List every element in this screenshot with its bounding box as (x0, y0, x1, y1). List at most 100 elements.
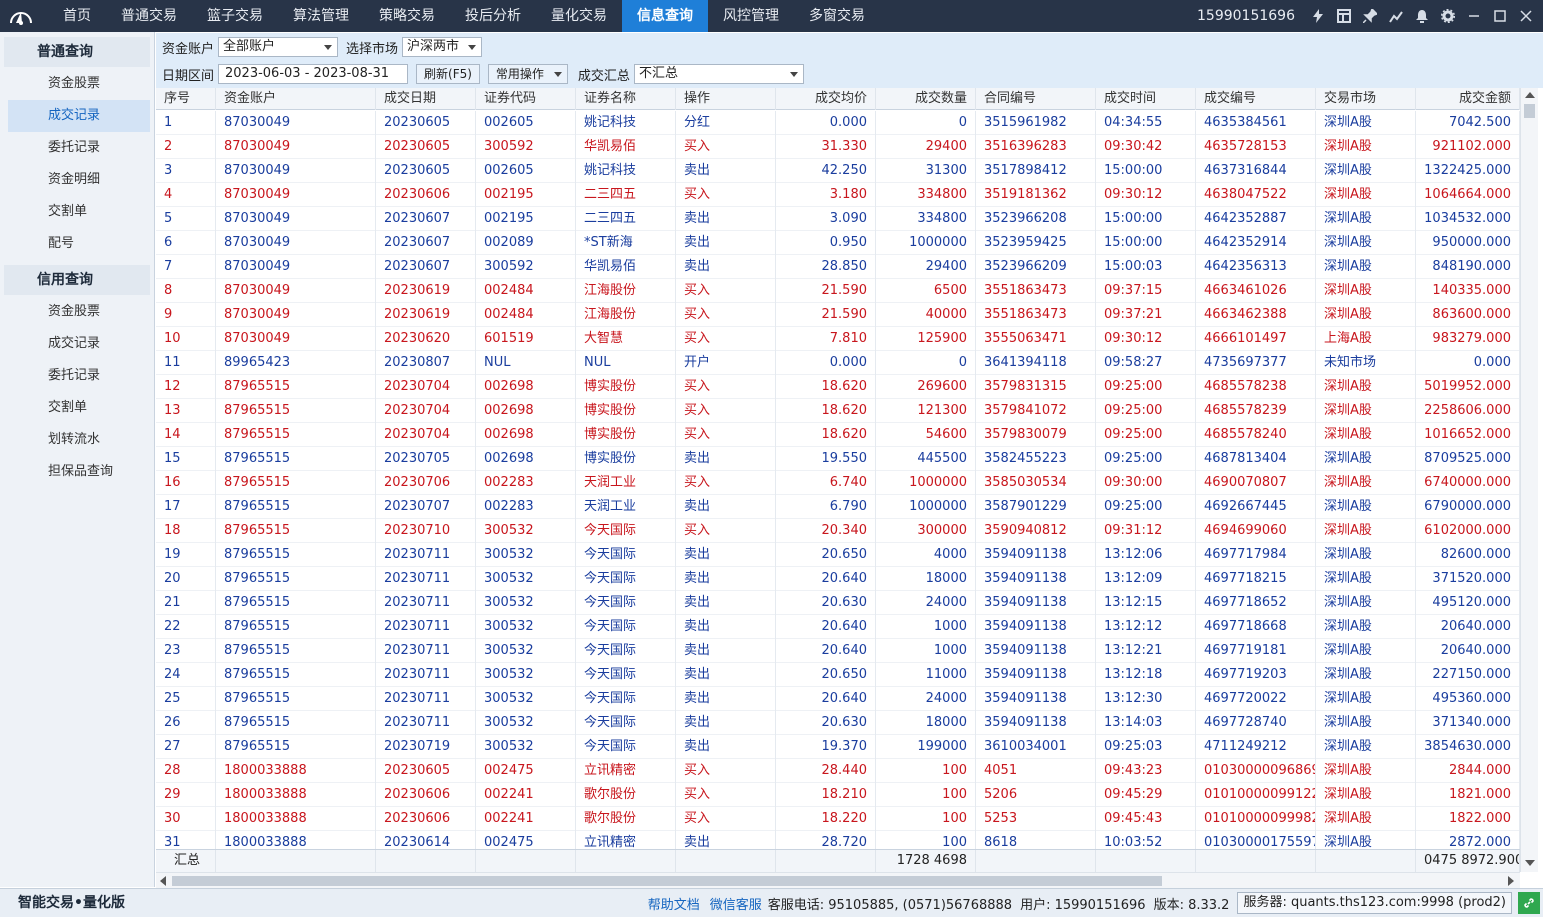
scroll-up-icon[interactable] (1525, 92, 1535, 98)
layout-icon[interactable] (1331, 0, 1357, 32)
common-ops-button[interactable]: 常用操作 (487, 64, 568, 84)
scroll-down-icon[interactable] (1525, 860, 1535, 866)
horizontal-scrollbar[interactable] (156, 872, 1520, 888)
sidebar-item[interactable]: 资金明细 (48, 172, 101, 187)
maximize-icon[interactable] (1487, 0, 1513, 32)
column-header[interactable]: 成交日期 (376, 88, 476, 110)
table-cell: 87965515 (216, 663, 376, 687)
table-cell: 10:03:52 (1096, 831, 1196, 855)
table-row[interactable]: 14 87965515 20230704 002698 博实股份 买入 18.620 5460… (156, 423, 1520, 447)
sidebar-item[interactable]: 委托记录 (48, 140, 101, 155)
nav-item[interactable]: 普通交易 (121, 8, 177, 24)
gear-icon[interactable] (1435, 0, 1461, 32)
nav-item[interactable]: 量化交易 (551, 8, 607, 24)
sidebar-item[interactable]: 配号 (48, 236, 75, 251)
sidebar-item[interactable]: 划转流水 (48, 432, 101, 447)
column-header[interactable]: 证券名称 (576, 88, 676, 110)
horizontal-scroll-thumb[interactable] (172, 876, 1162, 886)
sidebar-group-normal-query[interactable]: 普通查询 (4, 37, 150, 67)
table-row[interactable]: 22 87965515 20230711 300532 今天国际 卖出 20.640 1000… (156, 615, 1520, 639)
sidebar-item[interactable]: 成交记录 (8, 100, 150, 132)
sidebar-group-credit-query[interactable]: 信用查询 (4, 265, 150, 295)
table-row[interactable]: 29 1800033888 20230606 002241 歌尔股份 买入 18.210 10… (156, 783, 1520, 807)
nav-item[interactable]: 信息查询 (622, 0, 708, 32)
vertical-scrollbar[interactable] (1520, 88, 1538, 872)
table-row[interactable]: 3 87030049 20230605 002605 姚记科技 卖出 42.250 31300… (156, 159, 1520, 183)
table-cell: 卖出 (676, 639, 776, 663)
table-row[interactable]: 25 87965515 20230711 300532 今天国际 卖出 20.640 2400… (156, 687, 1520, 711)
table-row[interactable]: 6 87030049 20230607 002089 *ST新海 卖出 0.950 10000… (156, 231, 1520, 255)
scroll-right-icon[interactable] (1508, 876, 1514, 886)
table-row[interactable]: 24 87965515 20230711 300532 今天国际 卖出 20.650 1100… (156, 663, 1520, 687)
nav-item[interactable]: 首页 (63, 8, 91, 24)
sidebar-item[interactable]: 委托记录 (48, 368, 101, 383)
table-row[interactable]: 1 87030049 20230605 002605 姚记科技 分红 0.000 0 35159… (156, 111, 1520, 135)
bell-icon[interactable] (1409, 0, 1435, 32)
nav-item[interactable]: 策略交易 (379, 8, 435, 24)
column-header[interactable]: 成交时间 (1096, 88, 1196, 110)
table-row[interactable]: 2 87030049 20230605 300592 华凯易佰 买入 31.330 29400… (156, 135, 1520, 159)
nav-item[interactable]: 多窗交易 (809, 8, 865, 24)
table-row[interactable]: 8 87030049 20230619 002484 江海股份 买入 21.590 6500 3… (156, 279, 1520, 303)
sidebar-item[interactable]: 资金股票 (48, 76, 101, 91)
market-select[interactable]: 沪深两市 (402, 37, 483, 57)
table-row[interactable]: 23 87965515 20230711 300532 今天国际 卖出 20.640 1000… (156, 639, 1520, 663)
table-row[interactable]: 20 87965515 20230711 300532 今天国际 卖出 20.640 1800… (156, 567, 1520, 591)
table-row[interactable]: 15 87965515 20230705 002698 博实股份 卖出 19.550 4455… (156, 447, 1520, 471)
close-icon[interactable] (1513, 0, 1539, 32)
sidebar-item[interactable]: 交割单 (48, 204, 88, 219)
table-row[interactable]: 27 87965515 20230719 300532 今天国际 卖出 19.370 1990… (156, 735, 1520, 759)
table-row[interactable]: 13 87965515 20230704 002698 博实股份 买入 18.620 1213… (156, 399, 1520, 423)
nav-item[interactable]: 篮子交易 (207, 8, 263, 24)
table-row[interactable]: 12 87965515 20230704 002698 博实股份 买入 18.620 2696… (156, 375, 1520, 399)
nav-item[interactable]: 投后分析 (465, 8, 521, 24)
minimize-icon[interactable] (1461, 0, 1487, 32)
column-header[interactable]: 成交均价 (776, 88, 876, 110)
sidebar-item[interactable]: 担保品查询 (48, 464, 114, 479)
account-select[interactable]: 全部账户 (218, 37, 339, 57)
sidebar-item[interactable]: 交割单 (48, 400, 88, 415)
table-row[interactable]: 10 87030049 20230620 601519 大智慧 买入 7.810 125900… (156, 327, 1520, 351)
column-header[interactable]: 序号 (156, 88, 216, 110)
vertical-scroll-thumb[interactable] (1524, 104, 1535, 118)
table-row[interactable]: 26 87965515 20230711 300532 今天国际 卖出 20.630 1800… (156, 711, 1520, 735)
chevron-down-icon (789, 72, 798, 77)
chart-icon[interactable] (1383, 0, 1409, 32)
wechat-service-link[interactable]: 微信客服 (709, 897, 762, 913)
table-row[interactable]: 5 87030049 20230607 002195 二三四五 卖出 3.090 334800… (156, 207, 1520, 231)
lightning-icon[interactable] (1305, 0, 1331, 32)
table-row[interactable]: 11 89965423 20230807 NUL NUL 开户 0.000 0 36413941… (156, 351, 1520, 375)
table-row[interactable]: 17 87965515 20230707 002283 天润工业 卖出 6.790 10000… (156, 495, 1520, 519)
summary-select[interactable]: 不汇总 (633, 64, 804, 84)
table-row[interactable]: 4 87030049 20230606 002195 二三四五 买入 3.180 334800… (156, 183, 1520, 207)
sidebar-item[interactable]: 成交记录 (48, 336, 101, 351)
nav-item[interactable]: 风控管理 (723, 8, 779, 24)
table-cell: 卖出 (676, 543, 776, 567)
scroll-left-icon[interactable] (160, 876, 166, 886)
column-header[interactable]: 合同编号 (976, 88, 1096, 110)
table-row[interactable]: 9 87030049 20230619 002484 江海股份 买入 21.590 40000… (156, 303, 1520, 327)
nav-item[interactable]: 算法管理 (293, 8, 349, 24)
column-header[interactable]: 成交数量 (876, 88, 976, 110)
date-range-input[interactable]: 2023-06-03 - 2023-08-31 (218, 64, 409, 84)
column-header[interactable]: 成交编号 (1196, 88, 1316, 110)
table-cell: 深圳A股 (1316, 783, 1416, 807)
table-row[interactable]: 30 1800033888 20230606 002241 歌尔股份 买入 18.220 10… (156, 807, 1520, 831)
chevron-down-icon (324, 45, 333, 50)
sidebar-item[interactable]: 资金股票 (48, 304, 101, 319)
table-row[interactable]: 21 87965515 20230711 300532 今天国际 卖出 20.630 2400… (156, 591, 1520, 615)
column-header[interactable]: 证券代码 (476, 88, 576, 110)
pin-icon[interactable] (1357, 0, 1383, 32)
table-row[interactable]: 7 87030049 20230607 300592 华凯易佰 卖出 28.850 29400… (156, 255, 1520, 279)
table-row[interactable]: 18 87965515 20230710 300532 今天国际 买入 20.340 3000… (156, 519, 1520, 543)
column-header[interactable]: 交易市场 (1316, 88, 1416, 110)
column-header[interactable]: 资金账户 (216, 88, 376, 110)
help-doc-link[interactable]: 帮助文档 (647, 897, 700, 913)
table-row[interactable]: 19 87965515 20230711 300532 今天国际 卖出 20.650 4000… (156, 543, 1520, 567)
column-header[interactable]: 操作 (676, 88, 776, 110)
table-row[interactable]: 28 1800033888 20230605 002475 立讯精密 买入 28.440 10… (156, 759, 1520, 783)
refresh-button[interactable]: 刷新(F5) (416, 64, 480, 84)
column-header[interactable]: 成交金额 (1416, 88, 1520, 110)
table-row[interactable]: 16 87965515 20230706 002283 天润工业 买入 6.740 10000… (156, 471, 1520, 495)
link-icon[interactable] (1518, 892, 1540, 914)
